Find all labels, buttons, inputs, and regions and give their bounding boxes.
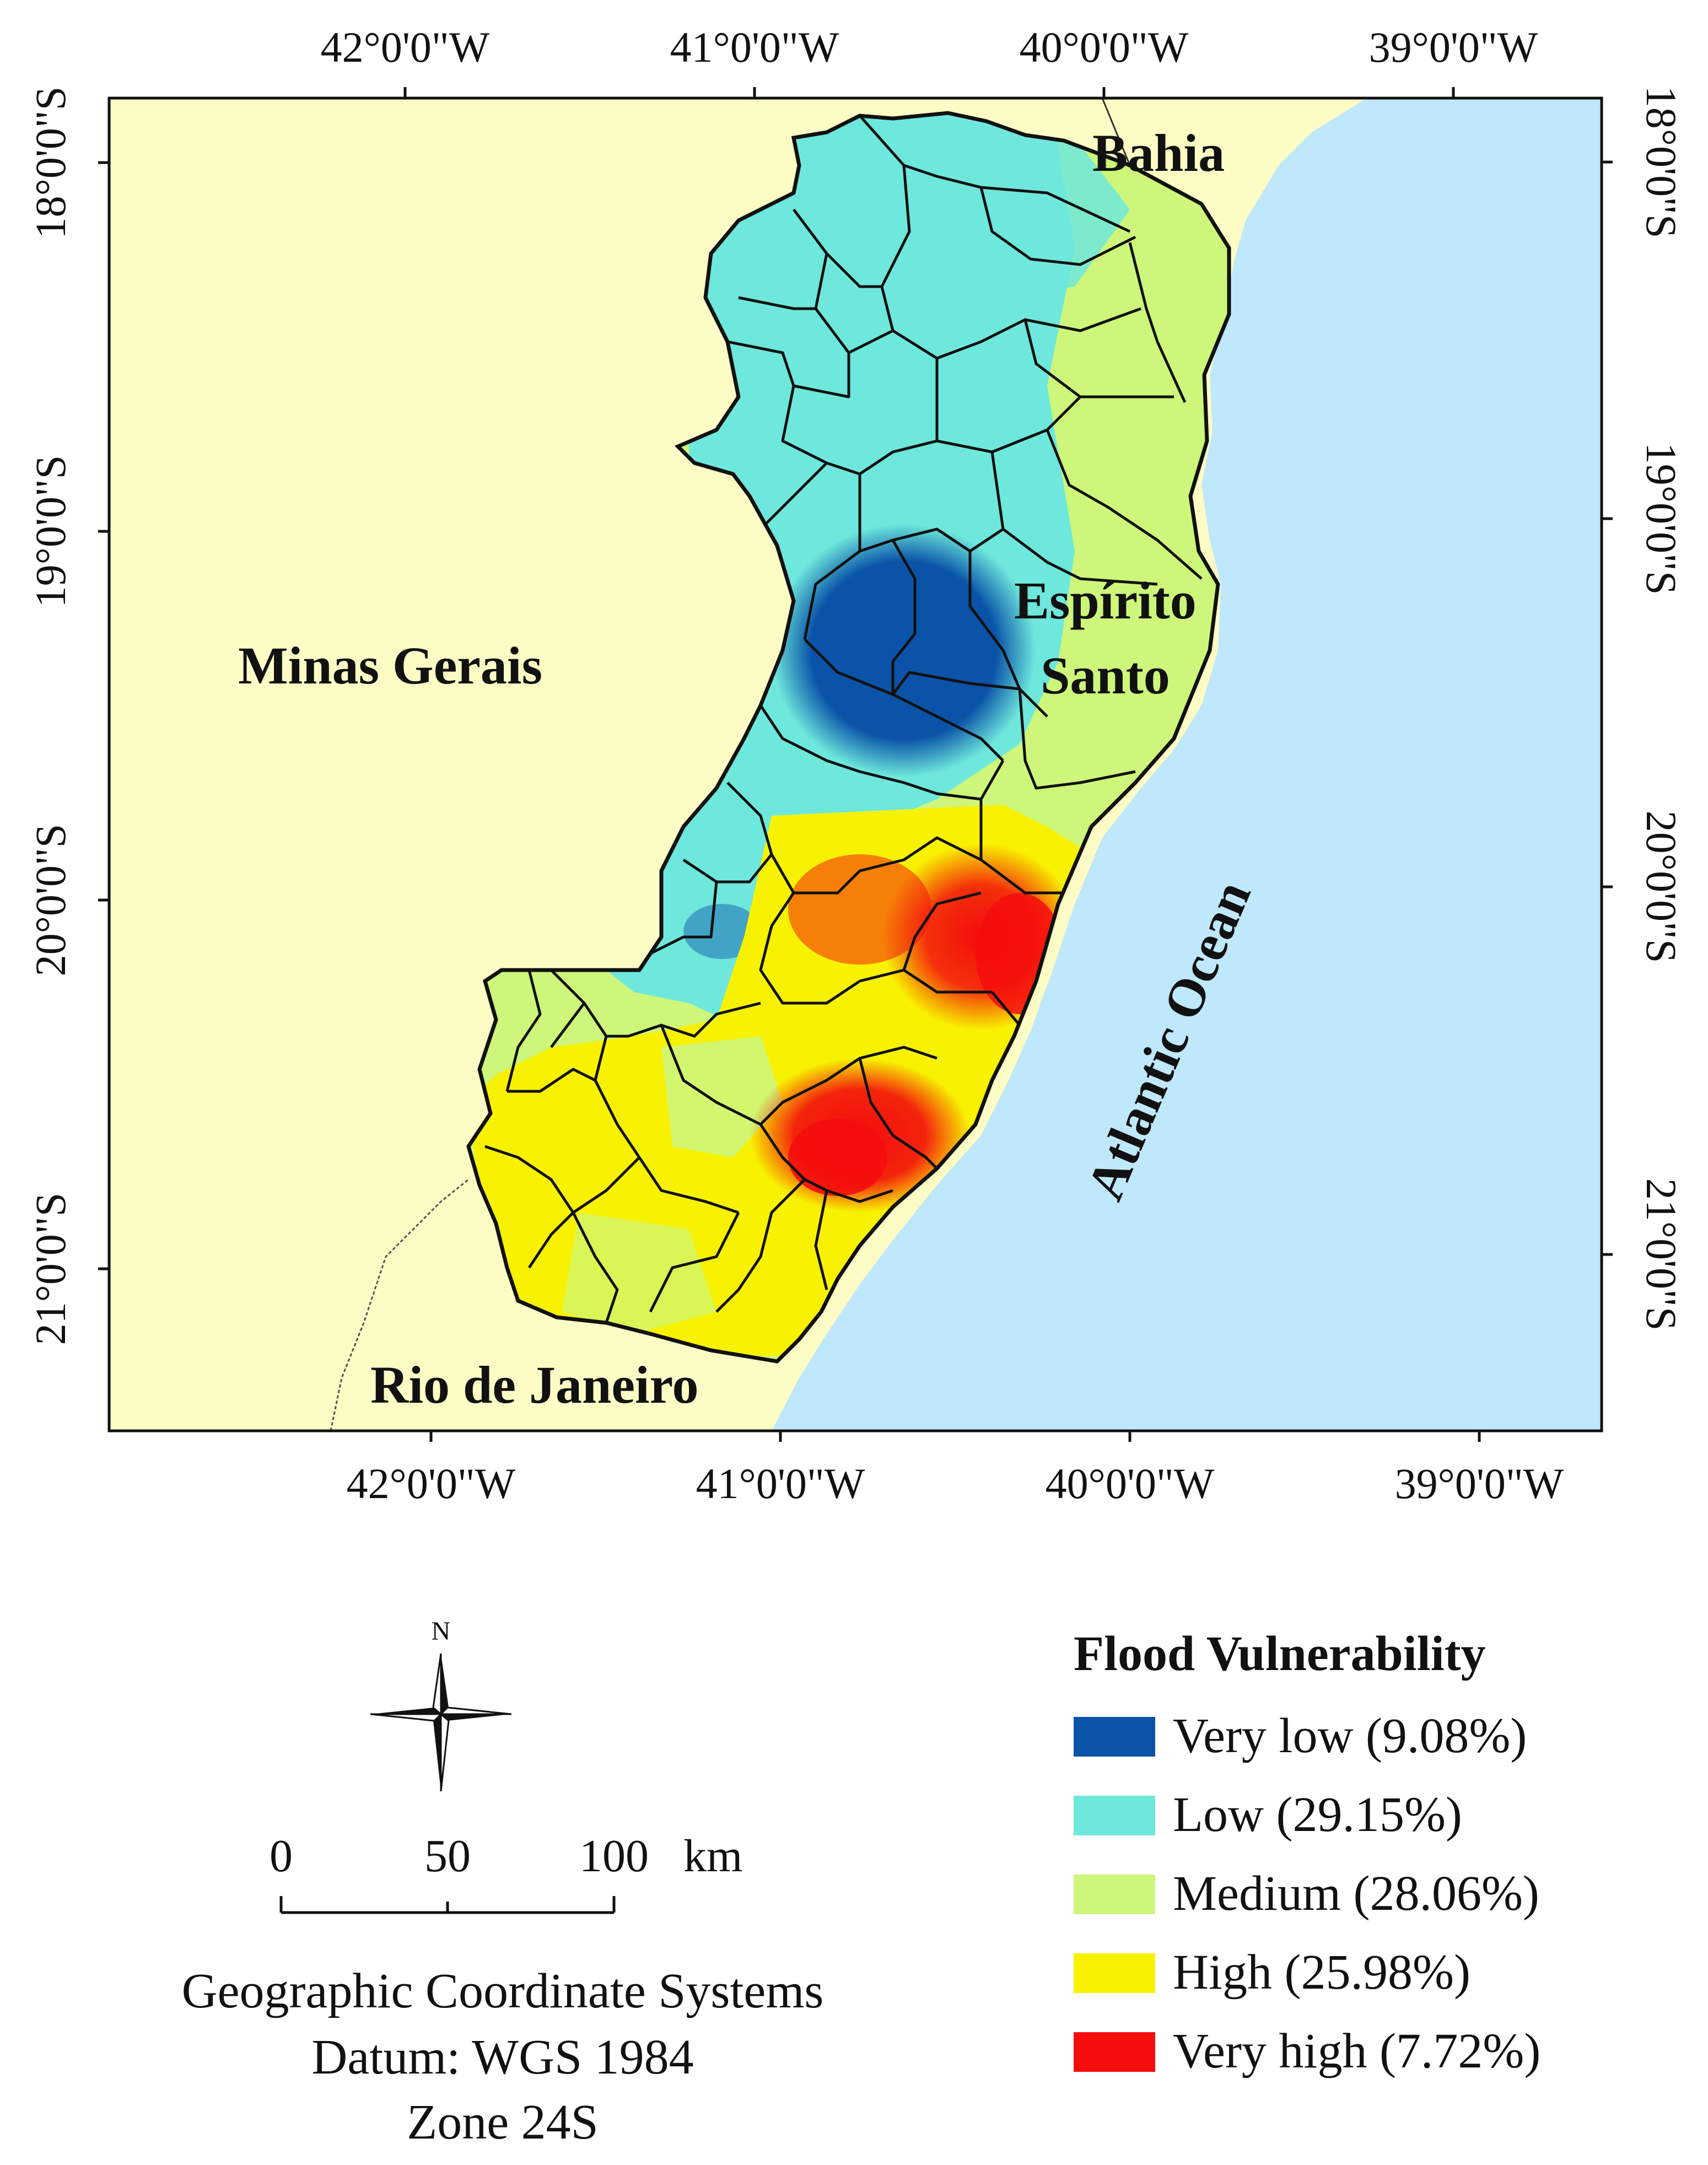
- scale-unit: km: [683, 1830, 742, 1882]
- top-tick-label-39w: 39°0'0"W: [1369, 23, 1538, 71]
- legend: Flood Vulnerability Very low (9.08%) Low …: [1074, 1627, 1540, 2078]
- scale-tick-100: 100: [579, 1830, 649, 1882]
- left-tick-label-20s: 20°0'0"S: [26, 824, 74, 976]
- top-tick-label-40w: 40°0'0"W: [1020, 23, 1189, 71]
- rio-boundary: [330, 1178, 469, 1431]
- rio-de-janeiro-label: Rio de Janeiro: [370, 1355, 699, 1414]
- top-tick-label-41w: 41°0'0"W: [670, 23, 839, 71]
- scale-bar: 0 50 100 km: [270, 1830, 742, 1914]
- compass-icon: [370, 1653, 512, 1792]
- legend-swatch: [1074, 1953, 1155, 1993]
- crs-note-line1: Geographic Coordinate Systems: [182, 1964, 824, 2018]
- class-very-high-mid: [788, 854, 931, 965]
- legend-swatch: [1074, 2032, 1155, 2072]
- right-tick-label-21s: 21°0'0"S: [1637, 1178, 1685, 1331]
- bottom-tick-label-40w: 40°0'0"W: [1046, 1460, 1215, 1507]
- bottom-tick-label-41w: 41°0'0"W: [696, 1460, 865, 1507]
- crs-note-line2: Datum: WGS 1984: [311, 2030, 693, 2085]
- bahia-label: Bahia: [1092, 123, 1225, 182]
- bottom-tick-label-42w: 42°0'0"W: [347, 1460, 516, 1507]
- top-tick-label-42w: 42°0'0"W: [321, 23, 490, 71]
- scale-bar-line: [279, 1896, 616, 1914]
- class-medium-southwest: [562, 1213, 716, 1334]
- ocean: [772, 98, 1602, 1431]
- map-frame: [107, 96, 1603, 1432]
- bahia-boundary: [1101, 98, 1131, 166]
- left-tick-label-21s: 21°0'0"S: [26, 1193, 74, 1345]
- legend-label: Very high (7.72%): [1173, 2024, 1540, 2078]
- north-label: N: [432, 1617, 451, 1646]
- map-panel: [109, 98, 1602, 1431]
- scale-tick-50: 50: [424, 1830, 471, 1882]
- bottom-tick-label-39w: 39°0'0"W: [1395, 1460, 1564, 1507]
- legend-swatch: [1074, 1717, 1155, 1757]
- legend-label: Medium (28.06%): [1173, 1866, 1539, 1921]
- legend-label: Low (29.15%): [1173, 1787, 1462, 1842]
- graticule-ticks: [98, 87, 1613, 1442]
- legend-label: Very low (9.08%): [1173, 1709, 1527, 1763]
- left-tick-label-19s: 19°0'0"S: [26, 455, 74, 607]
- legend-label: High (25.98%): [1173, 1945, 1470, 2000]
- north-arrow: N: [370, 1617, 512, 1792]
- legend-items: Very low (9.08%) Low (29.15%) Medium (28.0…: [1074, 1709, 1540, 2078]
- legend-item: Medium (28.06%): [1074, 1866, 1539, 1921]
- right-tick-label-18s: 18°0'0"S: [1637, 86, 1685, 238]
- legend-swatch: [1074, 1875, 1155, 1914]
- legend-item: Very high (7.72%): [1074, 2024, 1540, 2078]
- legend-item: High (25.98%): [1074, 1945, 1470, 2000]
- minas-gerais-label: Minas Gerais: [238, 636, 542, 695]
- municipal-boundaries: [484, 115, 1203, 1323]
- espirito-santo-label-line2: Santo: [1041, 646, 1170, 705]
- right-tick-label-19s: 19°0'0"S: [1637, 443, 1685, 595]
- espirito-santo-label-line1: Espírito: [1014, 571, 1197, 630]
- legend-title: Flood Vulnerability: [1074, 1627, 1486, 1681]
- legend-item: Low (29.15%): [1074, 1787, 1462, 1842]
- scale-tick-0: 0: [270, 1830, 293, 1882]
- legend-swatch: [1074, 1796, 1155, 1835]
- legend-item: Very low (9.08%): [1074, 1709, 1527, 1763]
- right-tick-label-20s: 20°0'0"S: [1637, 811, 1685, 963]
- class-very-high-south-core: [788, 1119, 887, 1196]
- crs-note-line3: Zone 24S: [407, 2095, 598, 2150]
- left-tick-label-18s: 18°0'0"S: [26, 87, 74, 239]
- class-low-northeast: [937, 138, 1130, 298]
